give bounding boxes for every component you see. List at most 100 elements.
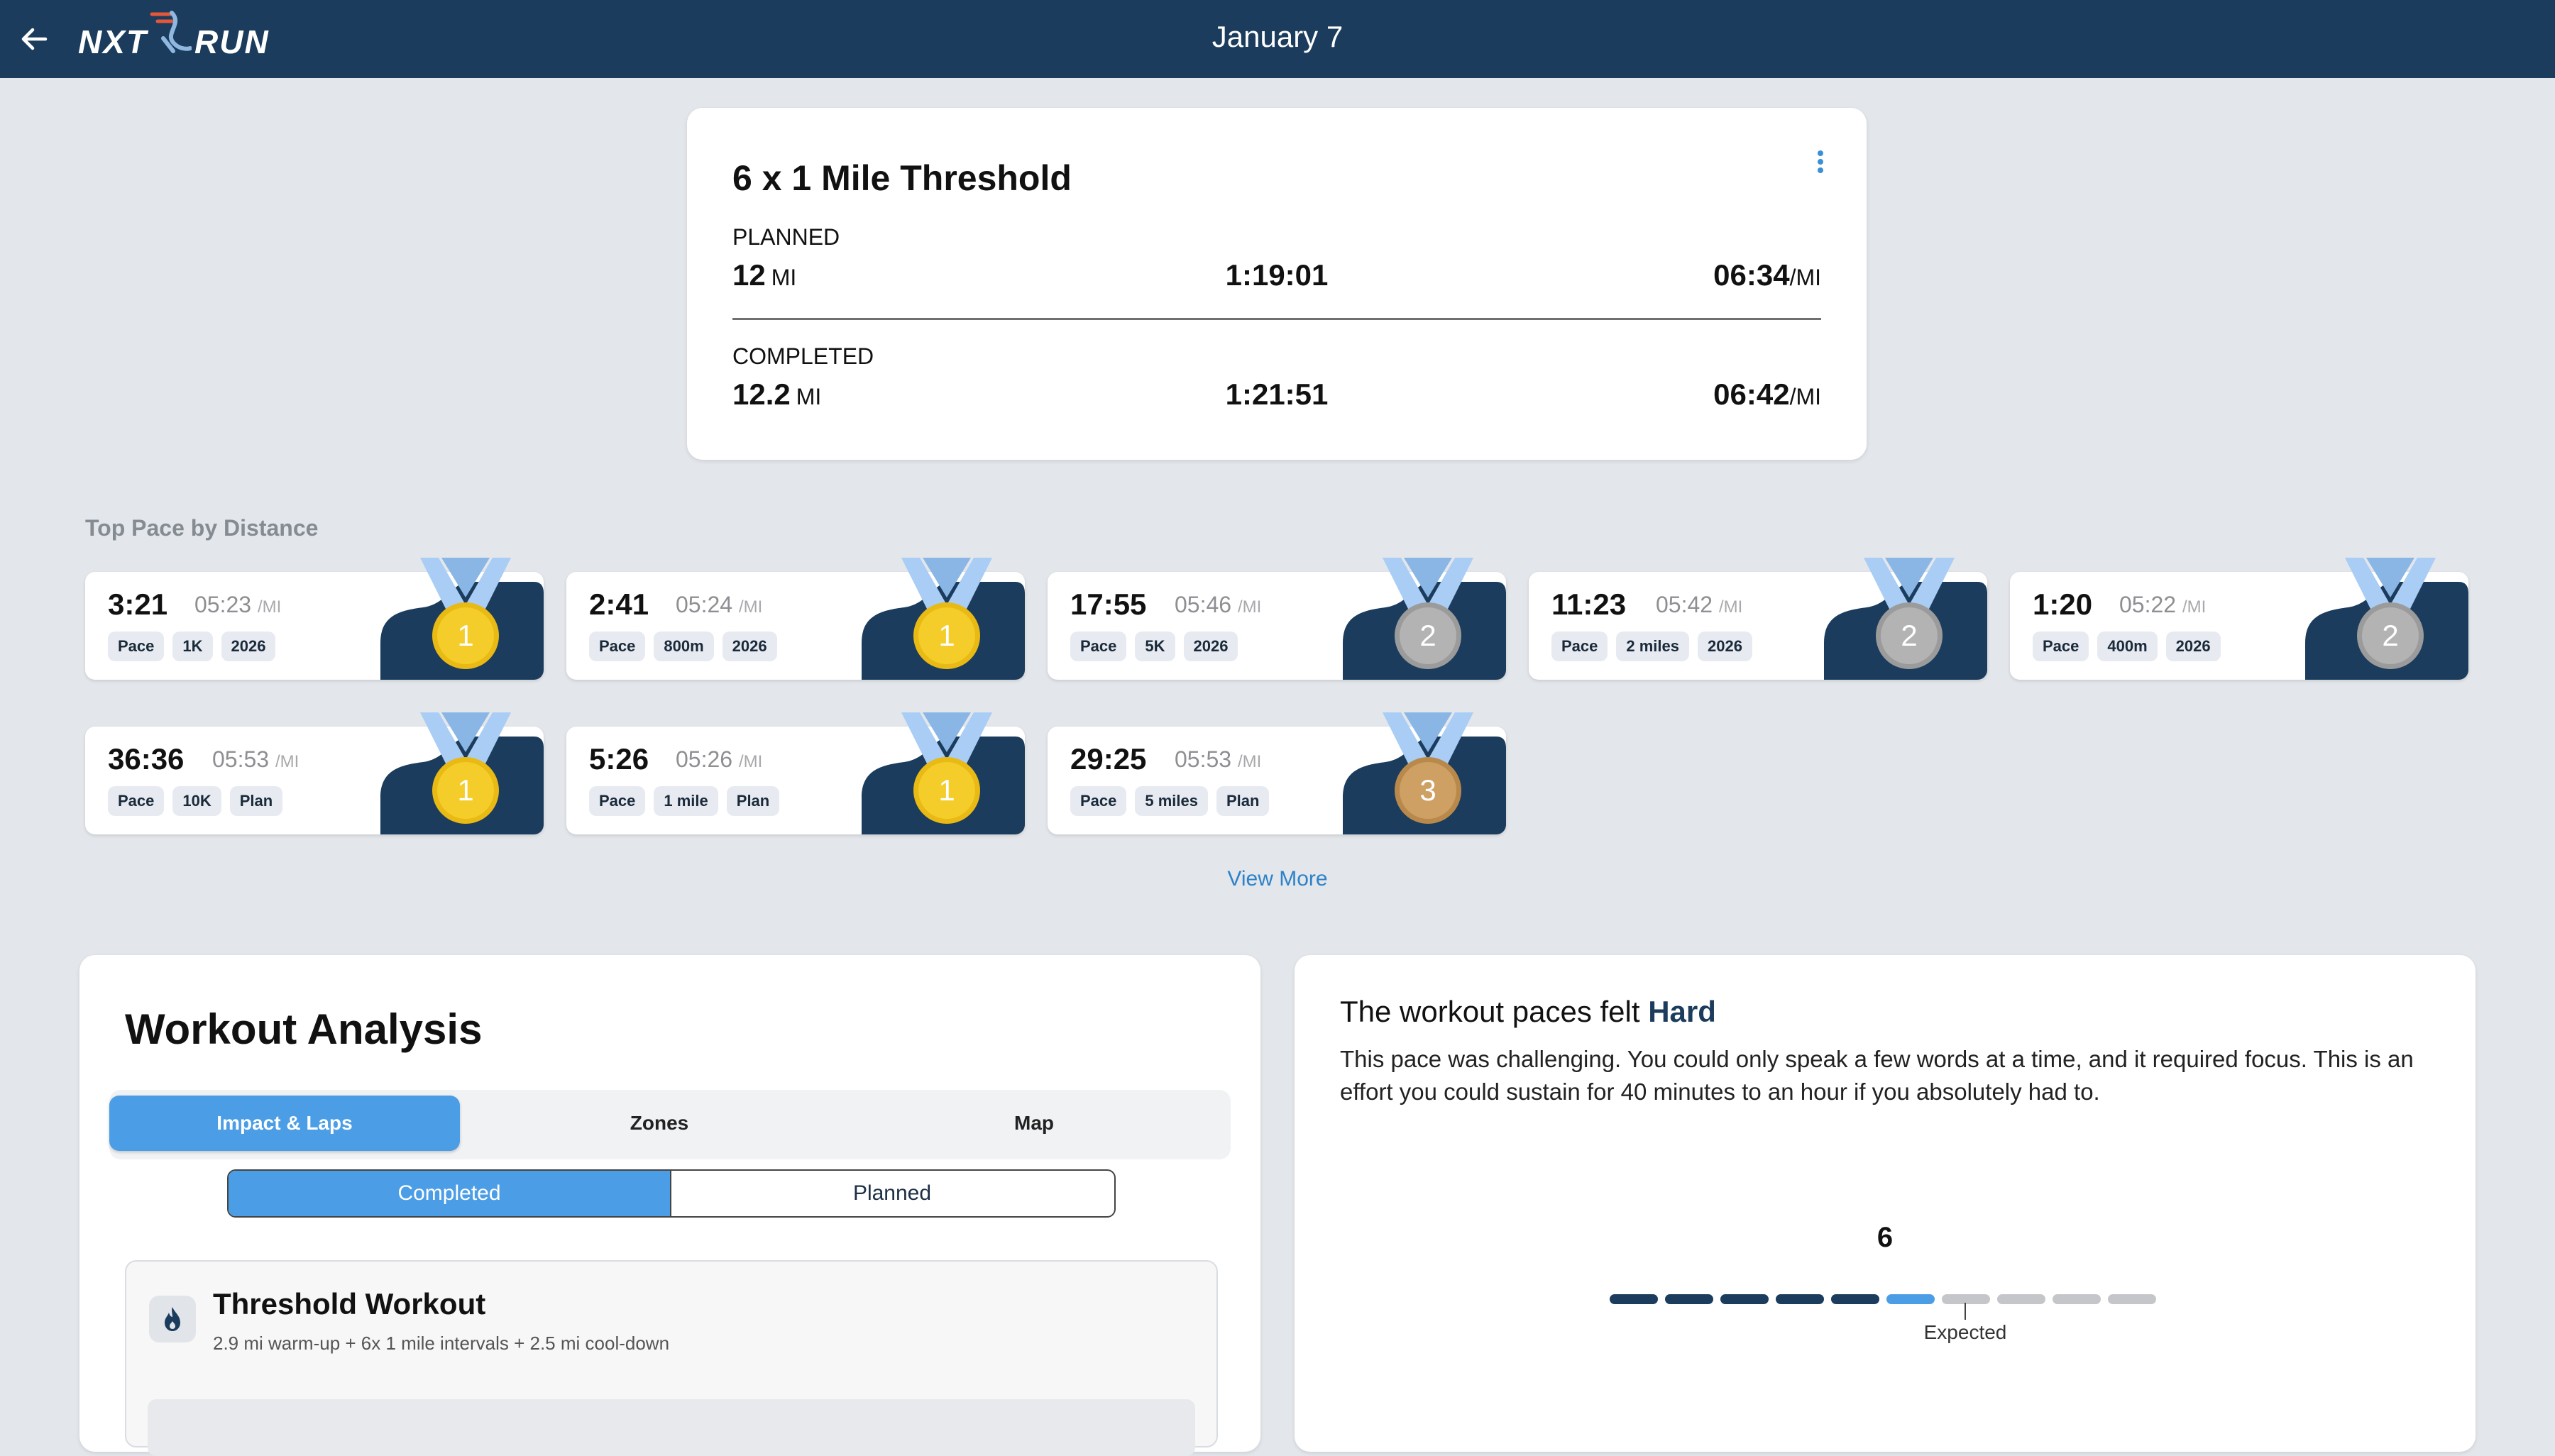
record-tag: Pace — [1070, 786, 1127, 816]
record-pace: 05:46 /MI — [1175, 592, 1262, 617]
medal-rank: 1 — [457, 619, 473, 652]
pace-record-card[interactable]: 17:55 05:46 /MI Pace 5K 2026 2 — [1048, 558, 1506, 680]
analysis-tabs: Impact & Laps Zones Map — [109, 1090, 1231, 1159]
logo-text-right: RUN — [194, 23, 270, 60]
effort-segment — [1997, 1294, 2045, 1304]
record-pace: 05:42 /MI — [1656, 592, 1743, 617]
tab-zones[interactable]: Zones — [630, 1112, 689, 1134]
effort-segment — [1665, 1294, 1713, 1304]
pace-record-card[interactable]: 36:36 05:53 /MI Pace 10K Plan 1 — [85, 712, 544, 834]
logo-runner-icon — [150, 11, 192, 53]
view-more-link[interactable]: View More — [1227, 867, 1328, 890]
record-tag: Plan — [726, 786, 780, 816]
record-tags: Pace 5K 2026 — [1070, 632, 1246, 661]
record-pace: 05:53 /MI — [212, 746, 300, 772]
toggle-planned[interactable]: Planned — [852, 1181, 932, 1205]
effort-segment — [1776, 1294, 1824, 1304]
medal-icon: 2 — [1343, 558, 1506, 680]
record-tag: 2026 — [1183, 632, 1238, 661]
record-time: 17:55 — [1070, 588, 1147, 621]
record-tag: 5K — [1135, 632, 1175, 661]
pace-record-card[interactable]: 5:26 05:26 /MI Pace 1 mile Plan 1 — [566, 712, 1025, 834]
effort-value: 6 — [1877, 1222, 1894, 1253]
record-tags: Pace 400m 2026 — [2033, 632, 2229, 661]
pace-record-card[interactable]: 1:20 05:22 /MI Pace 400m 2026 2 — [2010, 558, 2468, 680]
medal-icon: 3 — [1343, 712, 1506, 834]
record-tag: 1 mile — [654, 786, 718, 816]
medal-rank: 1 — [938, 619, 955, 652]
record-time: 29:25 — [1070, 742, 1147, 776]
record-tags: Pace 5 miles Plan — [1070, 786, 1278, 816]
record-tag: 1K — [172, 632, 213, 661]
pace-record-card[interactable]: 29:25 05:53 /MI Pace 5 miles Plan 3 — [1048, 712, 1506, 834]
effort-heading: The workout paces felt Hard — [1340, 995, 1716, 1028]
record-time: 3:21 — [108, 588, 168, 621]
page-title: January 7 — [1211, 20, 1344, 53]
medal-rank: 3 — [1419, 773, 1436, 807]
record-tag: 800m — [654, 632, 714, 661]
medal-icon: 1 — [380, 712, 544, 834]
record-time: 2:41 — [589, 588, 649, 621]
effort-segment — [1720, 1294, 1769, 1304]
record-time: 1:20 — [2033, 588, 2093, 621]
medal-icon: 1 — [380, 558, 544, 680]
record-tags: Pace 10K Plan — [108, 786, 291, 816]
medal-icon: 1 — [862, 558, 1025, 680]
planned-distance: 12 MI — [732, 258, 797, 292]
record-tag: 10K — [172, 786, 221, 816]
tab-map[interactable]: Map — [1014, 1112, 1054, 1134]
pace-record-card[interactable]: 2:41 05:24 /MI Pace 800m 2026 1 — [566, 558, 1025, 680]
record-tag: Pace — [2033, 632, 2089, 661]
record-tag: 2026 — [221, 632, 276, 661]
medal-icon: 2 — [1824, 558, 1987, 680]
toggle-completed[interactable]: Completed — [229, 1171, 671, 1216]
divider — [732, 318, 1821, 320]
segment-title: Threshold Workout — [213, 1287, 486, 1320]
medal-icon: 2 — [2305, 558, 2468, 680]
record-pace: 05:24 /MI — [676, 592, 763, 617]
record-tag: 2 miles — [1616, 632, 1689, 661]
medal-rank: 1 — [938, 773, 955, 807]
planned-time: 1:19:01 — [1225, 258, 1329, 292]
perceived-effort-card: The workout paces felt Hard This pace wa… — [1295, 955, 2476, 1452]
effort-description: This pace was challenging. You could onl… — [1340, 1046, 2414, 1105]
pace-record-card[interactable]: 11:23 05:42 /MI Pace 2 miles 2026 2 — [1529, 558, 1987, 680]
expected-marker — [1965, 1303, 1966, 1320]
flame-icon — [149, 1296, 196, 1342]
effort-segment — [1942, 1294, 1990, 1304]
planned-label: PLANNED — [732, 224, 840, 250]
lap-row[interactable] — [148, 1399, 1195, 1456]
record-tag: Pace — [108, 632, 165, 661]
medal-rank: 1 — [457, 773, 473, 807]
workout-summary-card: 6 x 1 Mile Threshold PLANNED 12 MI 1:19:0… — [687, 108, 1867, 460]
medal-rank: 2 — [1419, 619, 1436, 652]
more-options-icon[interactable] — [1810, 148, 1831, 183]
back-arrow-icon[interactable] — [14, 19, 54, 59]
record-tag: 2026 — [1698, 632, 1752, 661]
record-tags: Pace 1K 2026 — [108, 632, 284, 661]
record-pace: 05:22 /MI — [2119, 592, 2207, 617]
record-tag: 2026 — [2165, 632, 2221, 661]
effort-segment — [2108, 1294, 2156, 1304]
threshold-workout-section[interactable]: Threshold Workout 2.9 mi warm-up + 6x 1 … — [125, 1260, 1218, 1456]
tab-impact-laps[interactable]: Impact & Laps — [109, 1096, 460, 1151]
record-tags: Pace 1 mile Plan — [589, 786, 788, 816]
record-tags: Pace 2 miles 2026 — [1551, 632, 1761, 661]
record-pace: 05:26 /MI — [676, 746, 763, 772]
record-tag: Pace — [589, 632, 646, 661]
top-pace-heading: Top Pace by Distance — [85, 515, 319, 541]
workout-analysis-title: Workout Analysis — [125, 1005, 483, 1053]
record-time: 11:23 — [1551, 588, 1627, 621]
completed-label: COMPLETED — [732, 343, 874, 369]
effort-level: Hard — [1648, 995, 1716, 1028]
segment-subtitle: 2.9 mi warm-up + 6x 1 mile intervals + 2… — [213, 1333, 670, 1354]
effort-segment — [1886, 1294, 1935, 1304]
record-tag: Pace — [1551, 632, 1608, 661]
record-tag: 5 miles — [1135, 786, 1208, 816]
record-time: 36:36 — [108, 742, 185, 776]
completed-time: 1:21:51 — [1225, 377, 1329, 411]
pace-record-card[interactable]: 3:21 05:23 /MI Pace 1K 2026 1 — [85, 558, 544, 680]
record-pace: 05:23 /MI — [194, 592, 282, 617]
expected-label: Expected — [1923, 1321, 2007, 1343]
app-logo[interactable]: NXT RUN — [78, 7, 268, 71]
